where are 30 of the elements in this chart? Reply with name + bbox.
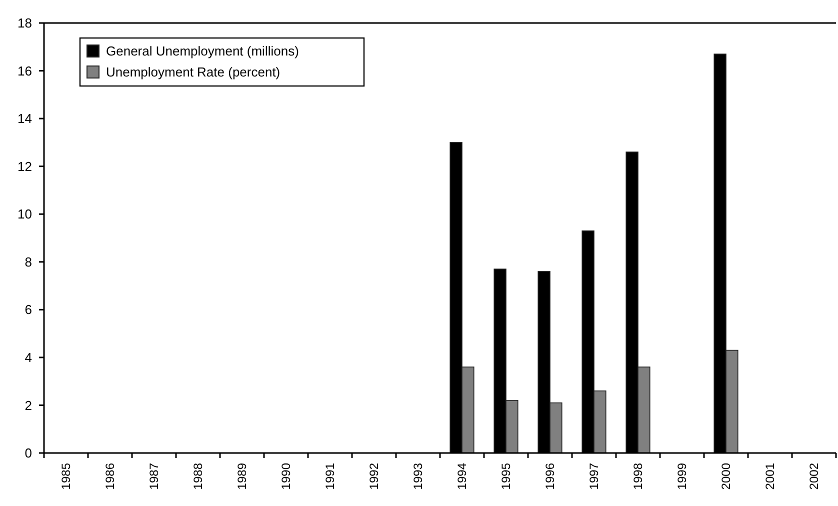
y-tick-label: 8 <box>24 254 32 270</box>
x-tick-label: 1989 <box>235 462 250 490</box>
y-tick-label: 0 <box>24 446 32 461</box>
legend-label: Unemployment Rate (percent) <box>106 64 280 80</box>
y-tick-label: 18 <box>18 16 32 31</box>
x-tick-label: 1988 <box>191 462 206 490</box>
y-tick-label: 12 <box>18 158 32 174</box>
x-tick-label: 1990 <box>279 462 294 490</box>
y-tick-label: 2 <box>24 398 32 413</box>
legend-label: General Unemployment (millions) <box>106 44 299 59</box>
x-tick-label: 2002 <box>807 462 822 490</box>
x-tick-label: 1992 <box>367 462 382 490</box>
y-tick-label: 14 <box>18 111 32 126</box>
x-tick-label: 1986 <box>103 462 118 490</box>
x-tick-label: 1998 <box>631 462 646 490</box>
x-tick-label: 1999 <box>675 462 690 490</box>
x-tick-label: 1985 <box>59 462 74 490</box>
x-tick-label: 2000 <box>719 462 734 490</box>
x-tick-label: 1993 <box>411 462 426 490</box>
y-tick-label: 10 <box>18 206 32 222</box>
x-tick-label: 1987 <box>147 462 162 490</box>
y-tick-label: 16 <box>18 63 32 78</box>
x-tick-label: 1991 <box>323 462 338 490</box>
y-tick-label: 4 <box>24 350 32 365</box>
x-tick-label: 2001 <box>763 462 778 490</box>
x-tick-label: 1996 <box>543 462 558 490</box>
x-tick-label: 1995 <box>499 462 514 490</box>
y-tick-label: 6 <box>24 302 32 318</box>
x-tick-label: 1994 <box>455 462 470 490</box>
x-tick-label: 1997 <box>587 462 602 490</box>
